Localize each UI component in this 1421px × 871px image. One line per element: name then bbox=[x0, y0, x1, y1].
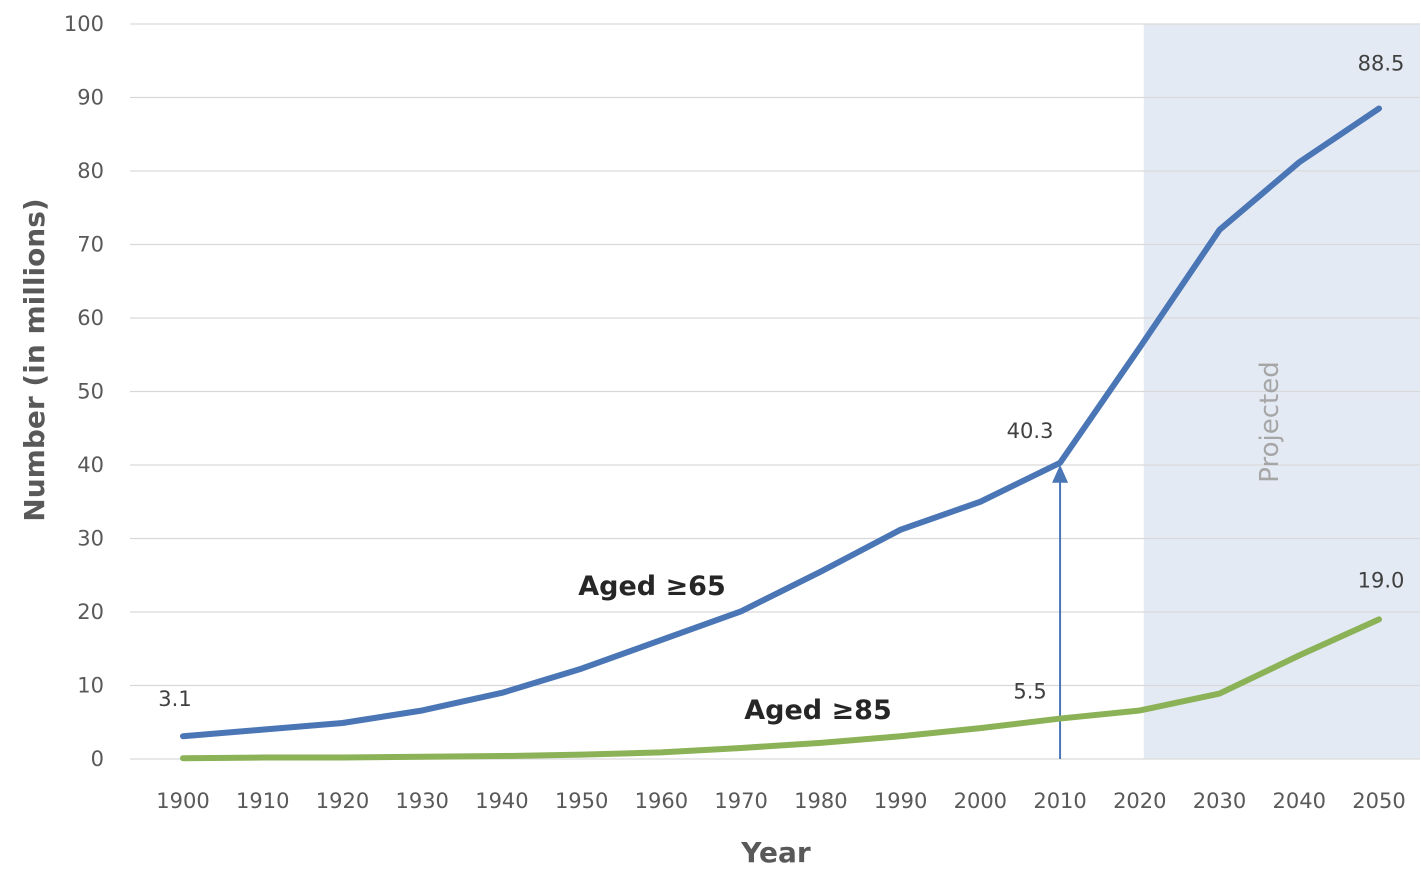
x-tick-label: 1910 bbox=[236, 789, 289, 813]
x-tick-label: 2040 bbox=[1273, 789, 1326, 813]
data-label: 88.5 bbox=[1358, 52, 1405, 76]
series-line-aged-85 bbox=[180, 616, 1382, 762]
x-tick-label: 1990 bbox=[874, 789, 927, 813]
data-label: 3.1 bbox=[158, 687, 191, 711]
data-label: 19.0 bbox=[1358, 568, 1405, 592]
y-axis-title: Number (in millions) bbox=[18, 198, 51, 521]
series-names: Aged ≥65 Aged ≥85 bbox=[578, 571, 891, 726]
x-tick-label: 1930 bbox=[395, 789, 448, 813]
data-label: 5.5 bbox=[1013, 680, 1046, 704]
y-tick-label: 90 bbox=[77, 86, 104, 110]
x-tick-label: 1920 bbox=[316, 789, 369, 813]
series-line-aged-65 bbox=[180, 105, 1382, 740]
y-tick-label: 30 bbox=[77, 527, 104, 551]
data-labels: 3.1 40.3 88.5 5.5 19.0 bbox=[158, 52, 1404, 712]
x-tick-label: 2020 bbox=[1113, 789, 1166, 813]
arrow-head bbox=[1052, 464, 1069, 483]
y-tick-label: 20 bbox=[77, 600, 104, 624]
y-tick-label: 80 bbox=[77, 159, 104, 183]
x-tick-label: 1900 bbox=[156, 789, 209, 813]
x-tick-label: 1960 bbox=[635, 789, 688, 813]
y-tick-label: 60 bbox=[77, 306, 104, 330]
x-tick-label: 1980 bbox=[794, 789, 847, 813]
series-label-aged-65: Aged ≥65 bbox=[578, 571, 725, 602]
y-tick-label: 0 bbox=[91, 747, 104, 771]
data-label: 40.3 bbox=[1007, 419, 1054, 443]
projected-label: Projected bbox=[1255, 361, 1285, 482]
y-tick-label: 40 bbox=[77, 453, 104, 477]
x-axis-title: Year bbox=[740, 836, 811, 869]
series-label-aged-85: Aged ≥85 bbox=[744, 695, 891, 726]
x-tick-label: 2010 bbox=[1033, 789, 1086, 813]
x-tick-label: 1950 bbox=[555, 789, 608, 813]
x-axis-ticks: 1900 1910 1920 1930 1940 1950 1960 1970 1980 1990… bbox=[156, 789, 1405, 813]
x-tick-label: 1940 bbox=[475, 789, 528, 813]
x-tick-label: 2000 bbox=[954, 789, 1007, 813]
y-tick-label: 70 bbox=[77, 233, 104, 257]
y-tick-label: 100 bbox=[64, 12, 104, 36]
gridlines bbox=[130, 23, 1420, 760]
y-tick-label: 50 bbox=[77, 380, 104, 404]
y-axis-ticks: 0 10 20 30 40 50 60 70 80 90 100 bbox=[64, 12, 104, 771]
y-tick-label: 10 bbox=[77, 674, 104, 698]
x-tick-label: 2030 bbox=[1193, 789, 1246, 813]
x-tick-label: 1970 bbox=[714, 789, 767, 813]
series-lines bbox=[180, 105, 1382, 762]
marker-arrow bbox=[1052, 464, 1069, 759]
x-tick-label: 2050 bbox=[1352, 789, 1405, 813]
